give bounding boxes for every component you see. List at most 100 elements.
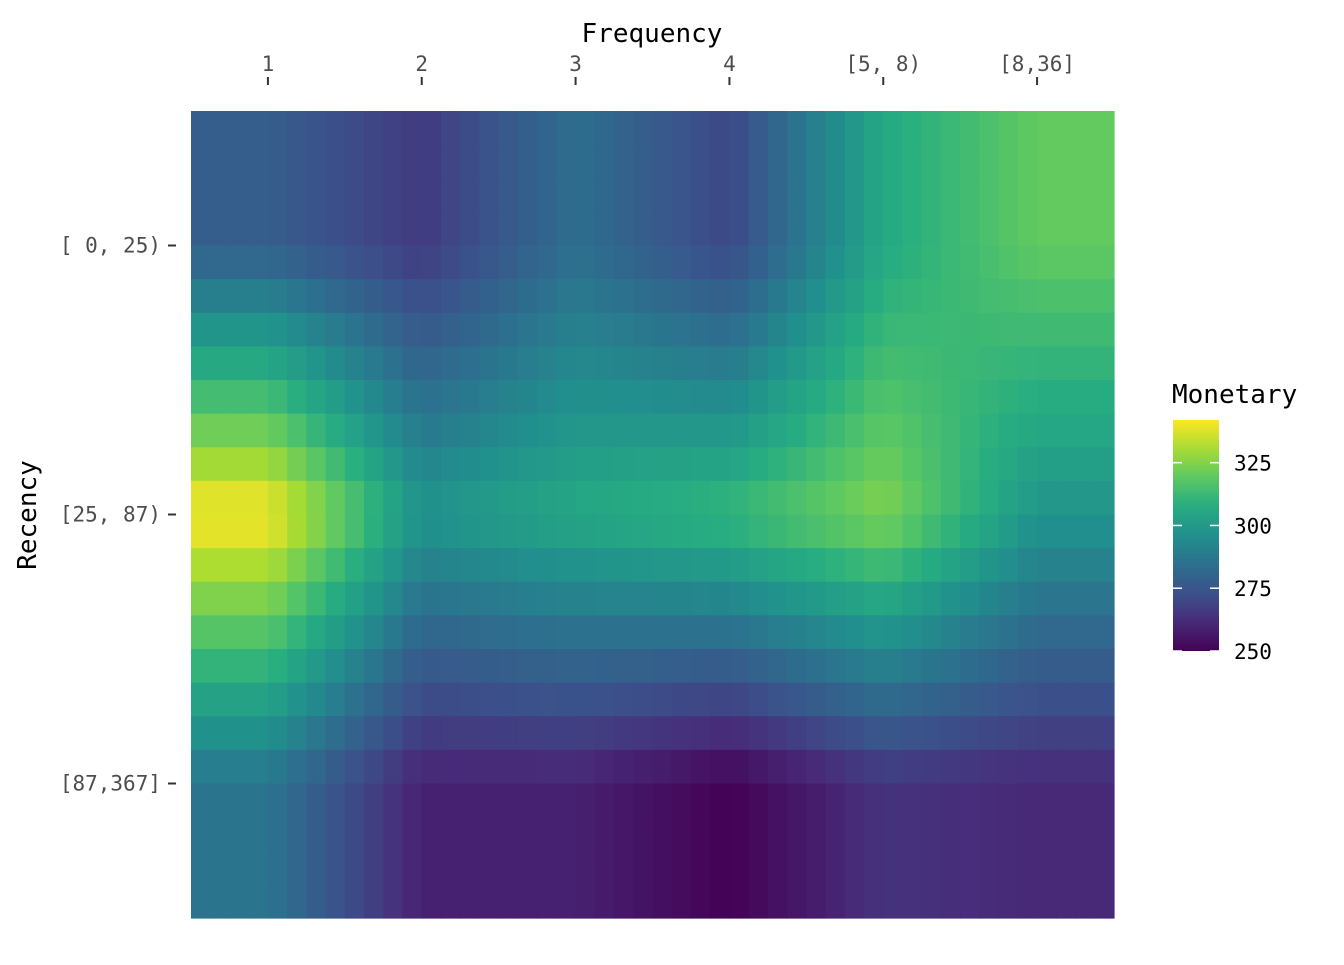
heatmap-cell [498, 682, 519, 717]
heatmap-cell [440, 514, 461, 549]
heatmap-cell [267, 245, 288, 280]
heatmap-cell [690, 716, 711, 751]
heatmap-cell [229, 447, 250, 482]
heatmap-cell [844, 850, 865, 885]
heatmap-cell [940, 312, 961, 347]
heatmap-cell [710, 884, 731, 919]
heatmap-cell [652, 884, 673, 919]
heatmap-cell [1056, 716, 1077, 751]
heatmap-cell [690, 850, 711, 885]
heatmap-cell [537, 245, 557, 280]
heatmap-cell [383, 749, 404, 785]
heatmap-cell [671, 850, 692, 885]
heatmap-cell [556, 850, 577, 885]
heatmap-cell [575, 716, 596, 751]
heatmap-cell [960, 312, 980, 347]
heatmap-cell [614, 144, 634, 179]
heatmap-cell [883, 144, 904, 179]
heatmap-cell [633, 581, 654, 616]
heatmap-cell [883, 548, 904, 583]
heatmap-cell [960, 480, 980, 516]
heatmap-cell [1056, 548, 1077, 583]
heatmap-cell [671, 245, 692, 280]
heatmap-cell [979, 615, 1000, 650]
heatmap-cell [210, 245, 231, 280]
heatmap-cell [1056, 178, 1077, 213]
heatmap-cell [402, 749, 423, 785]
heatmap-cell [767, 346, 788, 381]
heatmap-cell [537, 211, 557, 247]
heatmap-cell [594, 480, 615, 516]
heatmap-cell [479, 649, 500, 684]
heatmap-cell [1075, 245, 1096, 280]
heatmap-cell [1075, 749, 1096, 785]
heatmap-cell [344, 649, 365, 684]
heatmap-cell [287, 682, 307, 717]
heatmap-cell [229, 615, 250, 650]
heatmap-cell [979, 144, 1000, 179]
heatmap-cell [671, 380, 692, 415]
heatmap-cell [556, 447, 577, 482]
heatmap-cell [614, 716, 634, 751]
heatmap-cell [710, 447, 731, 482]
heatmap-cell [210, 480, 231, 516]
heatmap-cell [710, 211, 731, 247]
heatmap-cell [421, 279, 442, 314]
heatmap-cell [402, 581, 423, 616]
heatmap-cell [248, 312, 269, 347]
heatmap-cell [440, 548, 461, 583]
heatmap-cell [402, 211, 423, 247]
heatmap-cell [614, 817, 634, 852]
heatmap-cell [306, 514, 327, 549]
heatmap-cell [844, 279, 865, 314]
heatmap-cell [1094, 548, 1115, 583]
heatmap-cell [1017, 312, 1038, 347]
heatmap-cell [1017, 514, 1038, 549]
heatmap-cell [1037, 447, 1057, 482]
heatmap-cell [325, 716, 346, 751]
heatmap-cell [710, 380, 731, 415]
heatmap-cell [960, 548, 980, 583]
heatmap-cell [1056, 581, 1077, 616]
heatmap-cell [729, 817, 750, 852]
heatmap-cell [594, 178, 615, 213]
heatmap-cell [767, 682, 788, 717]
heatmap-cell [229, 548, 250, 583]
heatmap-cell [498, 716, 519, 751]
heatmap-cell [1094, 682, 1115, 717]
legend-ticks: 250 275 300 325 [1173, 452, 1272, 664]
heatmap-cell [633, 211, 654, 247]
heatmap-cell [210, 346, 231, 381]
heatmap-cell [940, 211, 961, 247]
heatmap-cell [1056, 312, 1077, 347]
heatmap-cell [671, 480, 692, 516]
heatmap-cell [344, 615, 365, 650]
heatmap-cell [498, 279, 519, 314]
heatmap-cell [710, 649, 731, 684]
heatmap-cell [344, 817, 365, 852]
heatmap-cell [940, 716, 961, 751]
heatmap-cell [191, 817, 211, 852]
heatmap-cell [344, 178, 365, 213]
heatmap-cell [344, 783, 365, 818]
heatmap-cell [325, 279, 346, 314]
heatmap-cell [806, 111, 827, 146]
heatmap-cell [402, 884, 423, 919]
heatmap-cell [287, 178, 307, 213]
heatmap-cell [748, 749, 769, 785]
heatmap-cell [306, 817, 327, 852]
heatmap-cell [267, 480, 288, 516]
heatmap-cell [1017, 615, 1038, 650]
heatmap-cell [325, 245, 346, 280]
heatmap-cell [287, 245, 307, 280]
heatmap-cell [767, 245, 788, 280]
heatmap-cell [652, 413, 673, 448]
heatmap-cell [767, 111, 788, 146]
heatmap-cell [710, 111, 731, 146]
heatmap-cell [594, 211, 615, 247]
heatmap-cell [1056, 615, 1077, 650]
heatmap-cell [710, 682, 731, 717]
heatmap-cell [229, 178, 250, 213]
heatmap-cell [652, 615, 673, 650]
heatmap-cell [537, 749, 557, 785]
